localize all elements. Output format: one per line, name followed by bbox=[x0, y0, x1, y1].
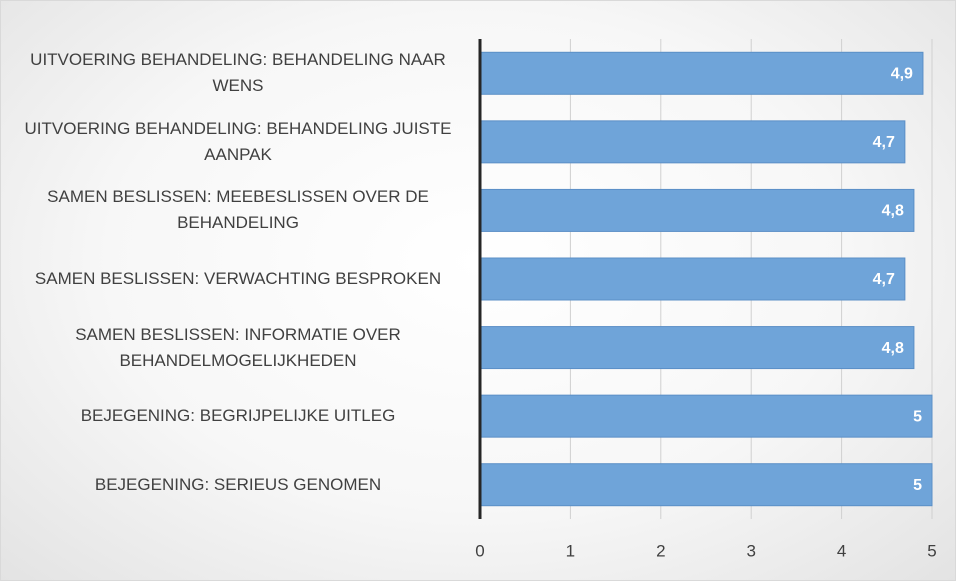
value-label: 4,7 bbox=[873, 271, 895, 288]
x-tick-label: 4 bbox=[837, 541, 846, 560]
x-tick-label: 2 bbox=[656, 541, 665, 560]
bar bbox=[479, 394, 933, 438]
x-tick-label: 5 bbox=[927, 541, 936, 560]
bar bbox=[479, 257, 906, 301]
x-tick-label: 3 bbox=[746, 541, 755, 560]
bar bbox=[479, 326, 915, 370]
value-label: 4,8 bbox=[882, 340, 904, 357]
value-label: 4,8 bbox=[882, 203, 904, 220]
value-label: 5 bbox=[913, 408, 922, 425]
value-label: 5 bbox=[913, 477, 922, 494]
category-label: UITVOERING BEHANDELING: BEHANDELING NAAR… bbox=[30, 50, 446, 96]
bar bbox=[479, 120, 906, 164]
x-tick-label: 1 bbox=[566, 541, 575, 560]
category-label: SAMEN BESLISSEN: MEEBESLISSEN OVER DE BE… bbox=[47, 187, 429, 233]
category-label: SAMEN BESLISSEN: INFORMATIE OVER BEHANDE… bbox=[75, 324, 401, 370]
x-tick-label: 0 bbox=[475, 541, 484, 560]
value-label: 4,9 bbox=[891, 66, 913, 83]
category-label: BEJEGENING: SERIEUS GENOMEN bbox=[94, 474, 382, 494]
bar bbox=[479, 188, 915, 232]
category-label: UITVOERING BEHANDELING: BEHANDELING JUIS… bbox=[24, 118, 452, 164]
category-label: BEJEGENING: BEGRIJPELIJKE UITLEG bbox=[80, 406, 396, 426]
bar bbox=[479, 463, 933, 507]
value-label: 4,7 bbox=[873, 134, 895, 151]
bar bbox=[479, 51, 924, 95]
category-label: SAMEN BESLISSEN: VERWACHTING BESPROKEN bbox=[34, 269, 442, 288]
